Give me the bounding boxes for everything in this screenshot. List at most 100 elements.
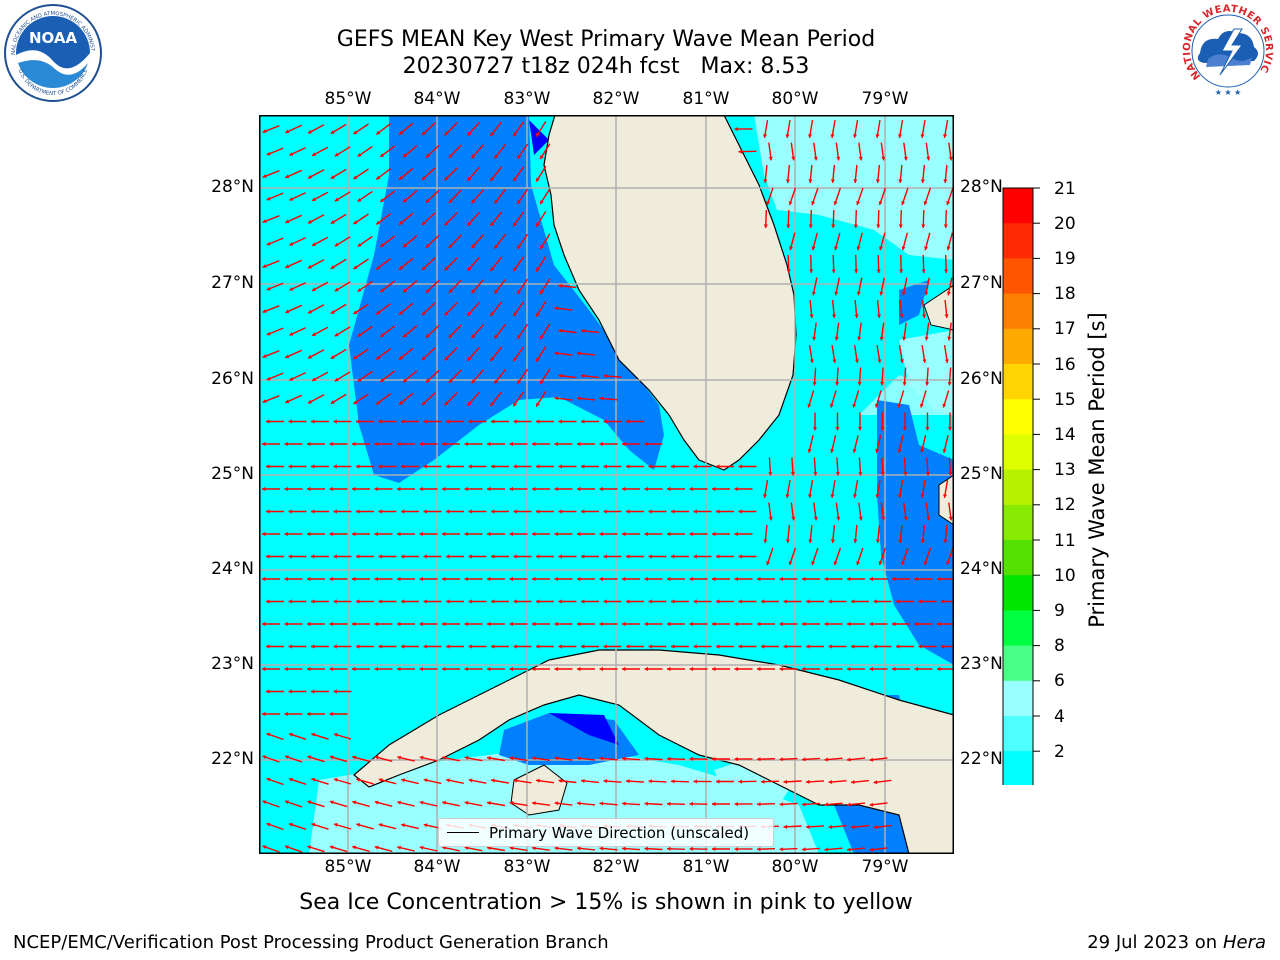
wave-arrow-head <box>284 441 288 447</box>
wave-arrow-head <box>813 471 818 476</box>
wave-arrow-head <box>922 314 927 318</box>
wave-arrow-head <box>425 288 430 293</box>
wave-arrow-head <box>471 379 476 384</box>
wave-arrow-head <box>853 494 858 498</box>
wave-arrow-head <box>667 801 671 806</box>
wave-arrow-head <box>921 269 926 273</box>
wave-arrow-head <box>471 154 476 159</box>
wave-arrow-head <box>352 441 356 447</box>
wave-arrow-head <box>738 644 742 649</box>
wave-arrow-head <box>847 621 851 627</box>
wave-arrow-head <box>834 336 839 341</box>
wave-arrow-head <box>308 399 312 404</box>
wave-arrow-head <box>446 419 450 424</box>
wave-arrow-head <box>689 621 693 627</box>
colorbar-segment <box>1003 258 1033 295</box>
wave-arrow-head <box>824 757 829 762</box>
lat-label-left: 24°N <box>211 559 254 579</box>
wave-arrow-head <box>808 539 813 543</box>
wave-arrow-head <box>307 576 311 582</box>
wave-arrow-head <box>869 666 873 672</box>
wave-arrow-head <box>926 156 931 161</box>
wave-arrow-head <box>289 732 293 737</box>
wave-arrow-head <box>353 175 358 179</box>
wave-arrow-head <box>554 486 558 492</box>
wave-arrow-head <box>311 777 316 782</box>
wave-arrow-head <box>667 756 671 761</box>
wave-arrow-head <box>880 381 885 386</box>
wave-arrow-head <box>813 156 818 161</box>
wave-arrow-head <box>540 200 544 205</box>
legend: Primary Wave Direction (unscaled) <box>438 818 774 847</box>
wave-arrow-head <box>829 403 834 408</box>
wave-arrow-head <box>802 757 806 762</box>
colorbar-segment <box>1003 504 1033 541</box>
wave-arrow-head <box>288 599 292 604</box>
wave-arrow-head <box>581 464 585 469</box>
wave-arrow-head <box>874 403 879 408</box>
wave-arrow-head <box>266 554 270 559</box>
wave-arrow-head <box>467 131 472 136</box>
wave-arrow-head <box>734 757 738 762</box>
wave-arrow-head <box>374 576 378 582</box>
wave-arrow-head <box>937 576 941 582</box>
wave-arrow-head <box>877 314 882 318</box>
wave-arrow-head <box>403 243 408 248</box>
wave-arrow-head <box>923 561 928 565</box>
wave-arrow-head <box>757 847 761 852</box>
wave-arrow-head <box>532 801 536 806</box>
wave-arrow-head <box>423 509 427 514</box>
wave-arrow-head <box>858 156 863 161</box>
wave-arrow-head <box>284 666 288 672</box>
wave-arrow-head <box>374 441 378 447</box>
wave-arrow-head <box>832 314 837 318</box>
wave-arrow-head <box>644 486 648 492</box>
wave-arrow-head <box>779 757 783 762</box>
wave-arrow-head <box>554 441 558 447</box>
lat-label-right: 25°N <box>960 464 1003 484</box>
wave-arrow-head <box>419 486 423 492</box>
wave-arrow-head <box>532 486 536 492</box>
wave-arrow-head <box>869 757 874 762</box>
wave-arrow-head <box>577 486 581 492</box>
wave-arrow-head <box>289 242 294 246</box>
wave-arrow-head <box>877 359 882 363</box>
wave-arrow-head <box>876 224 881 228</box>
wave-arrow-head <box>779 802 783 807</box>
lat-label-left: 22°N <box>211 749 254 769</box>
wave-arrow-head <box>513 222 517 227</box>
colorbar-tick: 2 <box>1054 742 1065 762</box>
colorbar-segment <box>1003 399 1033 435</box>
lon-label-bottom: 80°W <box>771 857 819 877</box>
wave-arrow-head <box>333 509 337 514</box>
wave-period-map <box>259 115 954 854</box>
wave-arrow-head <box>423 823 428 828</box>
wave-arrow-head <box>716 464 720 469</box>
wave-arrow-head <box>352 486 356 492</box>
wave-arrow-head <box>397 441 401 447</box>
wave-arrow-head <box>509 621 513 627</box>
wave-arrow-head <box>353 220 358 224</box>
wave-arrow-head <box>284 486 288 492</box>
wave-arrow-head <box>577 441 581 447</box>
wave-arrow-head <box>857 381 862 386</box>
wave-arrow-head <box>262 129 267 133</box>
wave-arrow-head <box>599 846 604 851</box>
wave-arrow-head <box>689 756 693 761</box>
wave-arrow-head <box>811 291 816 296</box>
lat-label-left: 28°N <box>211 177 254 197</box>
wave-arrow-head <box>903 471 908 476</box>
wave-arrow-head <box>532 441 536 447</box>
wave-arrow-head <box>757 757 761 762</box>
wave-arrow-head <box>490 177 495 182</box>
wave-arrow-head <box>399 221 403 225</box>
wave-arrow-head <box>307 800 312 805</box>
wave-arrow-head <box>494 154 499 159</box>
wave-arrow-head <box>471 199 476 204</box>
wave-arrow-head <box>738 464 742 469</box>
wave-arrow-head <box>854 314 859 318</box>
wave-arrow-head <box>446 554 450 559</box>
wave-arrow-head <box>532 576 536 582</box>
lat-label-right: 22°N <box>960 749 1003 769</box>
graticule <box>259 115 954 854</box>
